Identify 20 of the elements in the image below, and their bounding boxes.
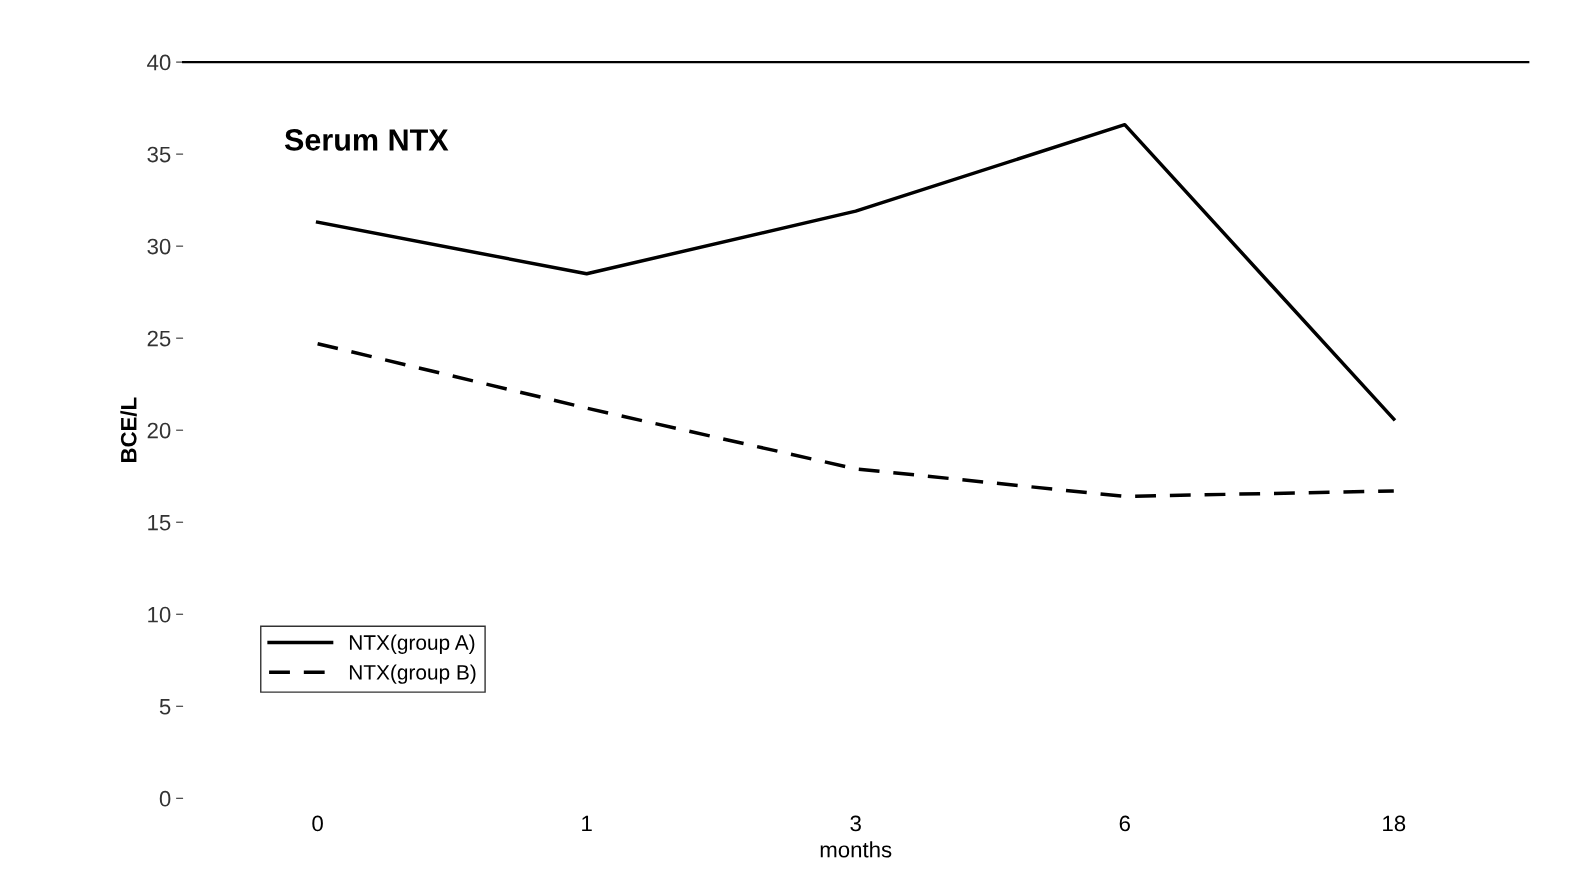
- x-tick-label: 18: [1383, 815, 1406, 832]
- y-axis-title: BCE/L: [120, 397, 137, 463]
- x-tick-label: 3: [850, 815, 861, 832]
- x-tick-label: 6: [1119, 815, 1130, 832]
- y-tick-label: 0: [159, 790, 171, 807]
- y-tick-label: 40: [147, 54, 171, 71]
- y-tick-label: 10: [148, 606, 171, 623]
- x-axis-title: months: [820, 841, 892, 858]
- x-tick-label: 0: [312, 815, 323, 832]
- x-tick-label: 1: [582, 815, 592, 832]
- text: Serum NTX: [284, 129, 449, 151]
- line-series: [315, 341, 1396, 499]
- y-tick-label: 5: [159, 699, 171, 715]
- legend-label: NTX(group B): [349, 664, 476, 684]
- y-tick-label: 25: [147, 330, 171, 347]
- y-tick-label: 15: [148, 514, 171, 531]
- y-tick-label: 20: [147, 422, 171, 439]
- y-tick-label: 35: [147, 146, 171, 163]
- y-tick-label: 30: [147, 238, 171, 255]
- legend-label: NTX(group A): [349, 634, 475, 655]
